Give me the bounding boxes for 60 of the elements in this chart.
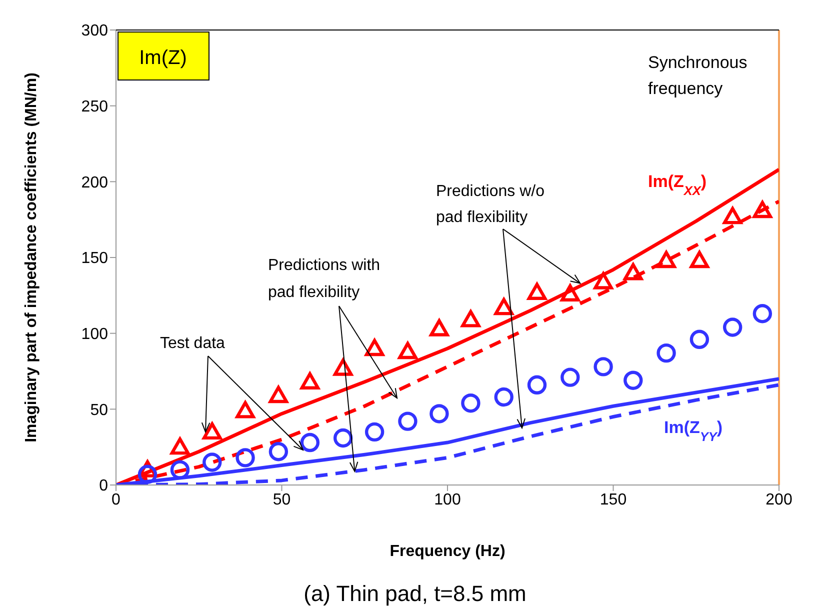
point bbox=[430, 404, 449, 424]
point bbox=[594, 357, 613, 376]
y-tick-label: 50 bbox=[90, 402, 108, 419]
point bbox=[494, 298, 514, 316]
x-tick-label: 50 bbox=[272, 491, 291, 508]
y-tick-label: 0 bbox=[99, 478, 108, 495]
point bbox=[722, 206, 742, 224]
point bbox=[333, 358, 353, 376]
point bbox=[624, 370, 643, 390]
annotation: Im(Z$_{XX}$) bbox=[648, 172, 707, 198]
point bbox=[656, 250, 676, 268]
point bbox=[398, 342, 418, 360]
y-tick-label: 150 bbox=[81, 250, 108, 268]
point bbox=[300, 372, 320, 390]
point bbox=[656, 343, 676, 363]
point bbox=[236, 448, 255, 468]
x-tick-label: 200 bbox=[766, 491, 792, 508]
x-tick-label: 150 bbox=[600, 491, 627, 508]
point bbox=[268, 442, 288, 462]
y-tick-label: 250 bbox=[81, 98, 108, 116]
point bbox=[752, 200, 772, 218]
point bbox=[560, 284, 580, 302]
y-tick-label: 200 bbox=[81, 174, 108, 192]
point bbox=[594, 272, 613, 290]
x-axis-title: Frequency (Hz) bbox=[390, 543, 506, 560]
point bbox=[398, 412, 418, 431]
point bbox=[624, 263, 643, 280]
point bbox=[494, 387, 514, 407]
point bbox=[138, 464, 158, 484]
y-axis-title: Imaginary part of impedance coefficients (MN/m) bbox=[23, 72, 40, 442]
y-tick-label: 100 bbox=[81, 326, 108, 344]
annotation: Predictions w/o pad flexibility bbox=[436, 183, 545, 226]
point bbox=[268, 386, 288, 404]
point bbox=[752, 304, 772, 324]
point bbox=[527, 375, 547, 394]
point bbox=[202, 452, 222, 472]
annotation: Predictions with pad flexibility bbox=[268, 257, 380, 301]
point bbox=[690, 250, 710, 268]
annotation: Im(Z$_{YY}$) bbox=[664, 418, 723, 444]
point bbox=[236, 401, 255, 418]
point bbox=[722, 318, 742, 337]
point bbox=[560, 368, 580, 387]
point bbox=[364, 338, 384, 356]
annotation: Test data bbox=[160, 335, 226, 352]
point bbox=[527, 282, 547, 300]
text: (a) Thin pad, t=8.5 mm bbox=[304, 581, 526, 606]
x-tick-label: 100 bbox=[434, 491, 461, 508]
ref-line-label: Synchronous frequency bbox=[648, 53, 748, 98]
point bbox=[690, 330, 710, 349]
point bbox=[333, 428, 353, 448]
point bbox=[461, 310, 480, 328]
point bbox=[461, 394, 480, 413]
point bbox=[300, 432, 320, 452]
point bbox=[364, 422, 384, 442]
point bbox=[202, 422, 222, 440]
point bbox=[170, 437, 190, 455]
point bbox=[430, 319, 449, 336]
x-tick-label: 0 bbox=[112, 491, 121, 508]
y-tick-label: 300 bbox=[81, 22, 108, 40]
text: Im(Z) bbox=[139, 47, 187, 69]
